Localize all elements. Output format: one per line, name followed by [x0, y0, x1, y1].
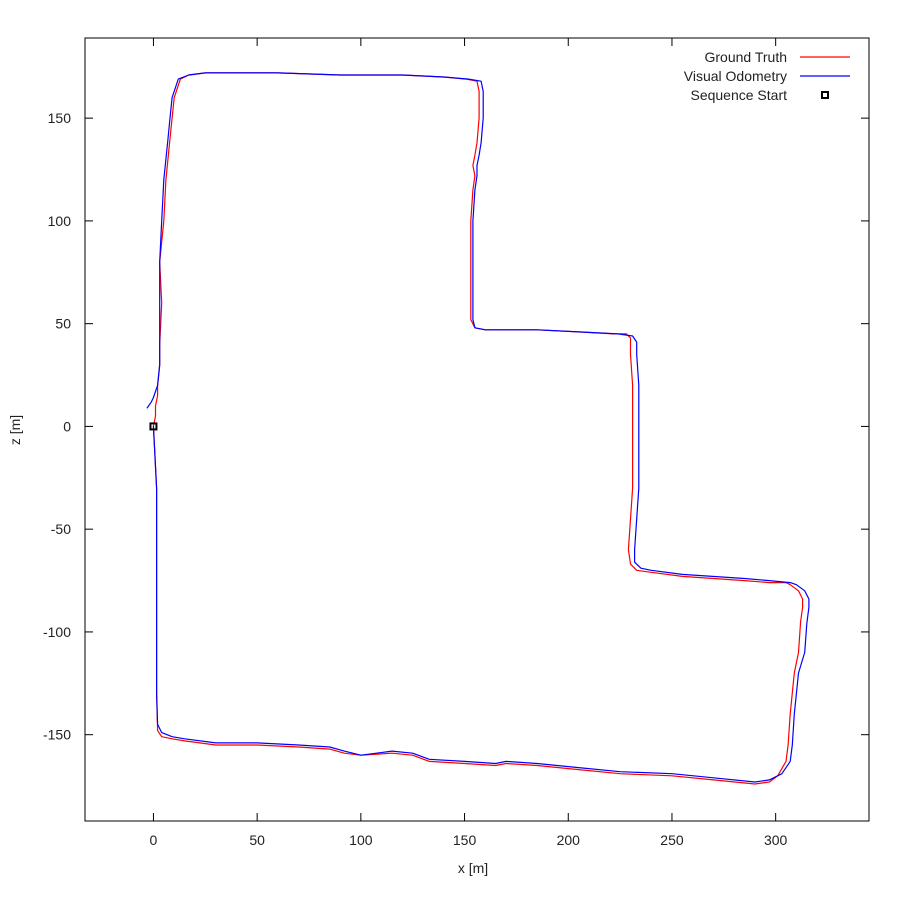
x-tick-label-1: 50 — [249, 832, 265, 848]
sequence-start-marker-0 — [149, 422, 158, 431]
axis-ticks: 0 50 100 150 200 250 300 -150 -100 -50 0 50 100 150 — [43, 38, 869, 848]
series-line-0 — [152, 72, 804, 785]
x-tick-label-6: 300 — [764, 832, 788, 848]
legend-swatch-2 — [821, 91, 829, 99]
y-tick-label-0: -150 — [43, 727, 71, 743]
y-tick-label-3: 0 — [63, 418, 71, 434]
x-tick-label-3: 150 — [453, 832, 477, 848]
y-tick-label-1: -100 — [43, 624, 71, 640]
legend-label-2: Sequence Start — [690, 87, 787, 103]
plot-frame — [84, 37, 870, 822]
x-tick-label-2: 100 — [349, 832, 373, 848]
legend-label-1: Visual Odometry — [684, 68, 787, 84]
x-tick-label-4: 200 — [557, 832, 581, 848]
y-axis-label: z [m] — [7, 415, 23, 445]
series-lines — [146, 72, 810, 785]
legend: Ground Truth Visual Odometry Sequence Star… — [684, 49, 850, 103]
x-axis-label: x [m] — [458, 860, 488, 876]
y-tick-label-4: 50 — [55, 316, 71, 332]
y-tick-label-2: -50 — [51, 521, 71, 537]
legend-label-0: Ground Truth — [705, 49, 788, 65]
y-tick-label-6: 150 — [48, 110, 72, 126]
x-tick-label-5: 250 — [660, 832, 684, 848]
series-line-1 — [146, 72, 810, 783]
y-tick-label-5: 100 — [48, 213, 72, 229]
x-tick-label-0: 0 — [150, 832, 158, 848]
chart-markers — [149, 422, 158, 431]
